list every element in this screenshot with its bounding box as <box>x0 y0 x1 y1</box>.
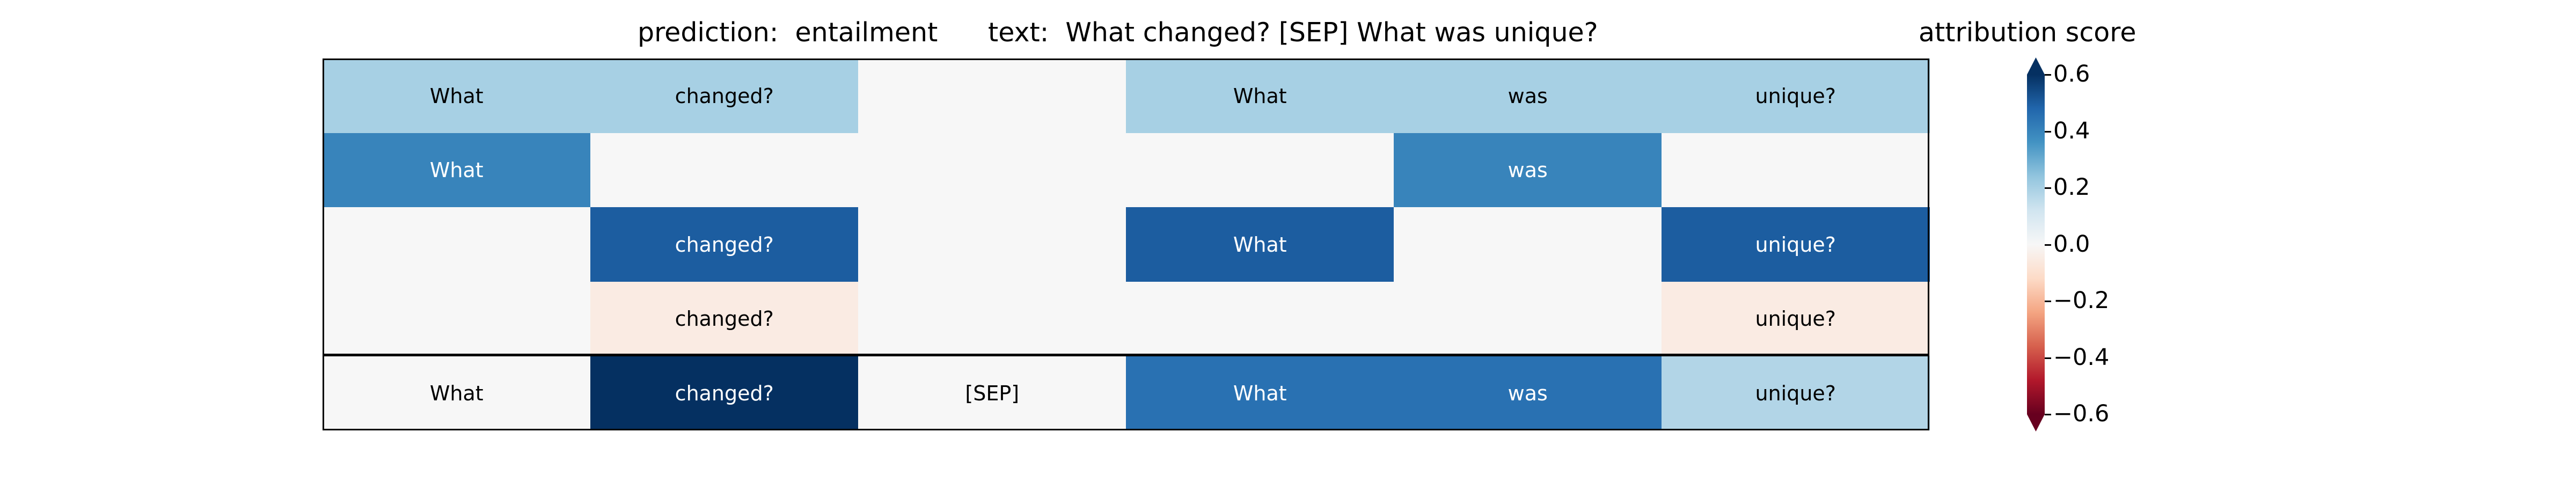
heatmap-cell: What <box>323 58 591 134</box>
heatmap-cell: changed? <box>590 58 859 134</box>
heatmap-cell <box>858 207 1126 282</box>
colorbar-tick-mark <box>2045 414 2051 415</box>
prediction-title: prediction: entailment <box>638 17 938 48</box>
heatmap-cell <box>323 281 591 356</box>
colorbar-tick-label: 0.2 <box>2053 174 2090 201</box>
heatmap-cell <box>858 58 1126 134</box>
cell-label: What <box>1233 381 1287 405</box>
colorbar-top-arrow <box>2027 57 2045 75</box>
colorbar-tick-label: 0.0 <box>2053 230 2090 258</box>
cell-label: What <box>429 158 484 182</box>
heatmap-cell <box>1394 207 1662 282</box>
heatmap-cell <box>323 207 591 282</box>
heatmap-cell <box>858 133 1126 208</box>
heatmap-cell: was <box>1394 133 1662 208</box>
cell-label: was <box>1507 158 1548 182</box>
cell-label: What <box>429 381 484 405</box>
colorbar-title: attribution score <box>1919 17 2136 48</box>
heatmap-cell: What <box>1126 58 1394 134</box>
cell-label: was <box>1507 84 1548 108</box>
colorbar-tick-label: 0.6 <box>2053 61 2090 87</box>
heatmap-cell: changed? <box>590 281 859 356</box>
heatmap-cell: What <box>323 356 591 431</box>
colorbar-tick-mark <box>2045 74 2051 76</box>
heatmap-cell <box>858 281 1126 356</box>
cell-label: unique? <box>1755 232 1836 257</box>
colorbar-gradient <box>2027 75 2045 414</box>
heatmap-cell <box>1394 281 1662 356</box>
colorbar-tick-mark <box>2045 244 2051 246</box>
heatmap-cell <box>590 133 859 208</box>
heatmap-cell: was <box>1394 58 1662 134</box>
cell-label: unique? <box>1755 307 1836 331</box>
colorbar-bottom-arrow <box>2027 414 2045 431</box>
cell-label: changed? <box>675 381 774 405</box>
cell-label: changed? <box>675 307 774 331</box>
cell-label: changed? <box>675 84 774 108</box>
cell-label: What <box>1233 232 1287 257</box>
heatmap-cell: was <box>1394 356 1662 431</box>
heatmap-cell: unique? <box>1662 281 1930 356</box>
summary-row-separator <box>323 354 1929 356</box>
cell-label: [SEP] <box>965 381 1020 405</box>
heatmap-cell <box>1662 133 1930 208</box>
heatmap-grid: What changed? What was unique? What was changed… <box>323 58 1930 431</box>
cell-label: changed? <box>675 232 774 257</box>
colorbar-tick-label: −0.2 <box>2053 287 2110 314</box>
cell-label: unique? <box>1755 84 1836 108</box>
colorbar-tick-mark <box>2045 301 2051 302</box>
colorbar-tick-label: −0.6 <box>2053 400 2110 427</box>
heatmap-cell: What <box>323 133 591 208</box>
text-title: text: What changed? [SEP] What was uniqu… <box>988 17 1598 48</box>
heatmap-cell: [SEP] <box>858 356 1126 431</box>
heatmap-cell: unique? <box>1662 356 1930 431</box>
colorbar-tick-mark <box>2045 130 2051 133</box>
colorbar-tick-mark <box>2045 187 2051 189</box>
heatmap-cell: What <box>1126 207 1394 282</box>
colorbar-tick-label: −0.4 <box>2053 343 2110 371</box>
cell-label: What <box>429 84 484 108</box>
heatmap-cell <box>1126 133 1394 208</box>
heatmap-cell: unique? <box>1662 58 1930 134</box>
cell-label: unique? <box>1755 381 1836 405</box>
cell-label: What <box>1233 84 1287 108</box>
heatmap-cell <box>1126 281 1394 356</box>
heatmap-cell: What <box>1126 356 1394 431</box>
heatmap-cell: unique? <box>1662 207 1930 282</box>
heatmap-cell: changed? <box>590 207 859 282</box>
colorbar-tick-label: 0.4 <box>2053 117 2090 144</box>
cell-label: was <box>1507 381 1548 405</box>
heatmap-cell: changed? <box>590 356 859 431</box>
colorbar-tick-mark <box>2045 357 2051 359</box>
